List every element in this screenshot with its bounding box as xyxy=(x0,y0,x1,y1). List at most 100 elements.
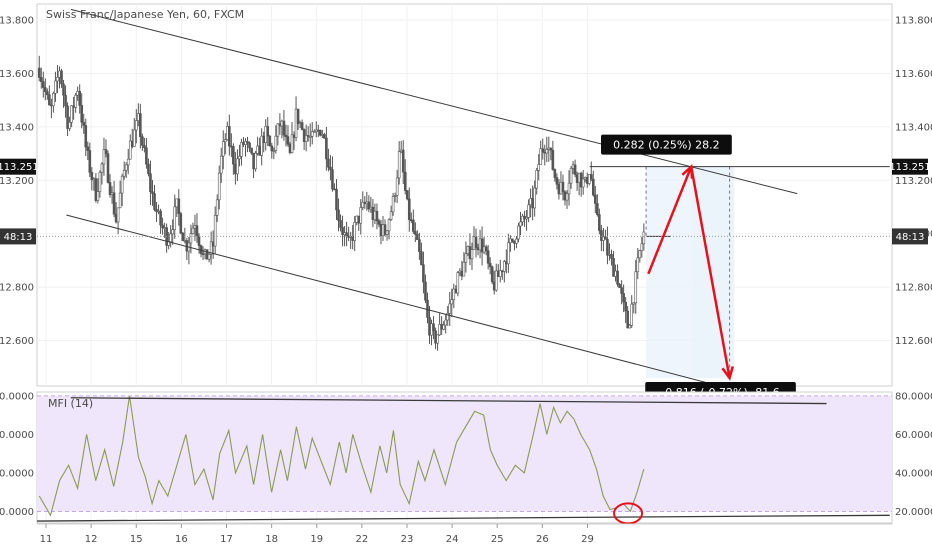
candle-body xyxy=(505,261,508,265)
candle-body xyxy=(474,236,478,248)
channel-lower-line xyxy=(66,214,730,390)
candle-body xyxy=(519,221,522,227)
candle-body xyxy=(389,211,393,220)
candle-body xyxy=(458,270,462,273)
candle-body xyxy=(359,207,363,224)
candle-body xyxy=(420,251,423,266)
candle-body xyxy=(501,270,504,273)
candle-body xyxy=(484,246,488,252)
candle-body xyxy=(523,215,526,220)
candle-body xyxy=(492,281,496,291)
y-tick-left: 113.800 xyxy=(0,16,34,27)
candle-body xyxy=(246,141,249,144)
candle-body xyxy=(577,172,581,183)
candle-body xyxy=(94,178,98,201)
candle-body xyxy=(282,120,286,136)
candle-body xyxy=(531,198,534,209)
mfi-trend-lower xyxy=(36,514,890,522)
chart-title: Swiss Franc/Japanese Yen, 60, FXCM xyxy=(46,8,244,21)
candle-body xyxy=(252,152,255,170)
countdown-tag-right: 48:13 xyxy=(896,232,925,243)
candle-body xyxy=(98,171,102,192)
candle-body xyxy=(636,257,640,273)
candle-body xyxy=(527,204,530,218)
countdown-tag-left-box xyxy=(0,228,36,245)
candle-body xyxy=(618,283,621,288)
candle-body xyxy=(92,178,96,181)
candle-body xyxy=(424,281,427,301)
candle-body xyxy=(145,147,148,165)
price-pane[interactable]: 0.282 (0.25%) 28.2-0.816 (-0.72%) -81.61… xyxy=(0,3,932,402)
candle-body xyxy=(555,177,559,185)
candle-body xyxy=(454,288,458,294)
candle-body xyxy=(515,238,518,244)
candle-body xyxy=(543,151,547,154)
candle-body xyxy=(357,215,361,224)
candle-body xyxy=(181,232,185,242)
candle-body xyxy=(270,145,274,152)
candle-body xyxy=(614,270,617,277)
candle-body xyxy=(130,140,134,147)
candle-body xyxy=(452,288,456,301)
candle-body xyxy=(470,249,474,260)
candle-body xyxy=(587,174,591,184)
candle-body xyxy=(50,104,53,107)
candle-body xyxy=(238,156,241,160)
candle-body xyxy=(598,214,601,231)
candle-body xyxy=(76,91,79,96)
candle-body xyxy=(104,149,108,154)
mfi-highlight-circle xyxy=(613,502,644,525)
candle-body xyxy=(401,149,405,173)
candle-body xyxy=(56,76,59,82)
candle-body xyxy=(260,135,263,156)
candle-body xyxy=(195,225,199,237)
candle-body xyxy=(563,191,567,201)
candle-body xyxy=(100,163,104,173)
candle-body xyxy=(612,258,615,277)
candle-body xyxy=(367,201,371,210)
candle-body xyxy=(594,194,597,204)
candle-body xyxy=(355,215,359,223)
mfi-pane[interactable]: 80.0000 80.0000 60.0000 60.0000 40.0000 40.00… xyxy=(0,391,932,525)
mfi-y-tick-left: 80.0000 xyxy=(0,391,34,402)
candle-body xyxy=(44,87,47,93)
candle-body xyxy=(120,175,124,194)
y-tick-right: 112.600 xyxy=(895,336,932,347)
candle-body xyxy=(600,230,603,241)
candle-body xyxy=(442,324,445,330)
candle-body xyxy=(345,232,348,237)
price-tag-left-box xyxy=(0,158,36,175)
candle-body xyxy=(472,236,476,250)
candle-body xyxy=(116,207,120,223)
x-tick-label: 17 xyxy=(220,534,233,545)
candle-body xyxy=(466,246,470,255)
candle-body xyxy=(161,224,164,229)
candle-body xyxy=(333,188,336,191)
candle-body xyxy=(496,270,500,277)
candle-body xyxy=(298,122,302,125)
projection-arrow-down-head xyxy=(721,366,734,381)
candle-body xyxy=(602,236,605,241)
candle-body xyxy=(547,147,551,150)
candle-body xyxy=(533,187,536,209)
candle-body xyxy=(58,70,61,78)
candle-body xyxy=(223,139,227,142)
candle-body xyxy=(48,94,51,106)
mfi-y-tick-right: 20.0000 xyxy=(895,507,932,518)
candle-body xyxy=(446,313,450,321)
candle-body xyxy=(353,222,356,241)
candle-body xyxy=(207,254,211,260)
mfi-y-tick-right: 60.0000 xyxy=(895,430,932,441)
candle-body xyxy=(434,330,437,344)
candle-body xyxy=(217,172,221,201)
candle-body xyxy=(139,113,142,138)
candle-body xyxy=(302,129,306,142)
candle-body xyxy=(610,254,613,259)
candle-body xyxy=(329,166,332,171)
candle-body xyxy=(468,246,472,260)
candle-body xyxy=(608,254,611,256)
candle-body xyxy=(132,129,136,147)
candle-body xyxy=(70,105,73,123)
candle-body xyxy=(96,191,100,201)
